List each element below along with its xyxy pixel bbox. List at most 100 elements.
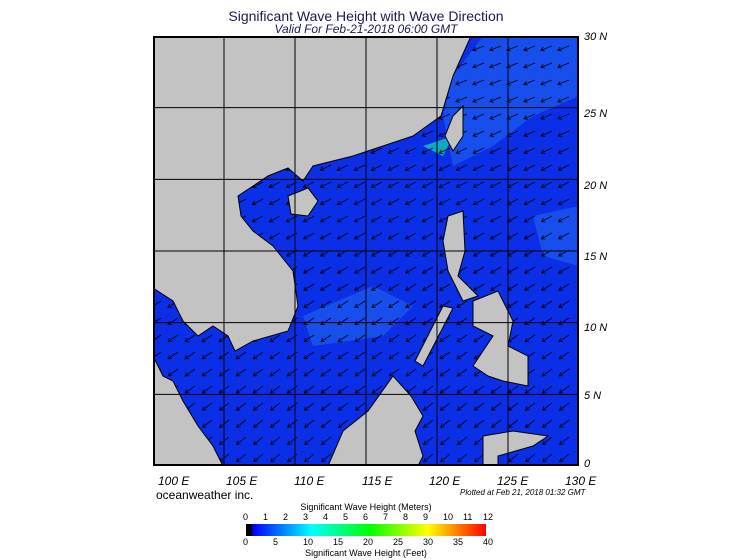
- wave-direction-arrow: [354, 317, 366, 325]
- legend-meters-tick: 4: [323, 512, 329, 522]
- legend-feet-tick: 35: [453, 537, 464, 547]
- wave-direction-arrow: [269, 334, 281, 343]
- wave-direction-arrow: [422, 300, 434, 308]
- wave-direction-arrow: [541, 283, 553, 291]
- wave-direction-arrow: [235, 351, 247, 360]
- wave-direction-arrow: [235, 419, 247, 428]
- legend-meters-title: Significant Wave Height (Meters): [300, 502, 432, 512]
- wave-direction-arrow: [404, 164, 417, 172]
- wave-direction-arrow: [201, 385, 213, 394]
- wave-direction-arrow: [524, 300, 536, 308]
- wave-direction-arrow: [541, 385, 553, 394]
- wave-direction-arrow: [370, 198, 383, 206]
- wave-direction-arrow: [336, 181, 349, 189]
- wave-direction-arrow: [439, 283, 451, 291]
- wave-direction-arrow: [489, 181, 502, 189]
- wave-direction-arrow: [421, 147, 434, 154]
- wave-direction-arrow: [388, 266, 400, 274]
- grid-lines: [153, 36, 579, 466]
- wave-direction-arrow: [541, 351, 553, 360]
- wave-direction-arrow: [439, 334, 451, 343]
- wave-direction-arrow: [252, 385, 264, 394]
- wave-direction-arrow: [319, 164, 332, 172]
- wave-direction-arrow: [439, 351, 451, 360]
- wave-direction-arrow: [353, 198, 366, 206]
- wave-direction-arrow: [541, 300, 553, 308]
- wave-direction-arrow: [354, 266, 366, 274]
- wave-direction-arrow: [457, 453, 468, 463]
- wave-direction-arrow: [557, 232, 570, 240]
- wave-direction-arrow: [388, 334, 400, 343]
- legend-meters-tick: 5: [343, 512, 349, 522]
- wave-direction-arrow: [303, 283, 315, 291]
- wave-direction-arrow: [320, 334, 332, 343]
- wave-direction-arrow: [387, 198, 400, 206]
- legend-feet-tick: 25: [393, 537, 404, 547]
- wave-direction-arrow: [540, 113, 553, 120]
- legend-meters-tick: 11: [463, 512, 473, 522]
- wave-direction-arrow: [320, 419, 332, 428]
- wave-direction-arrow: [540, 181, 553, 189]
- wave-direction-arrow: [557, 113, 570, 120]
- wave-direction-arrow: [201, 402, 213, 411]
- wave-direction-arrow: [253, 436, 264, 445]
- wave-direction-arrow: [558, 351, 570, 360]
- wave-direction-arrow: [353, 215, 366, 223]
- wave-direction-arrow: [523, 215, 536, 223]
- wave-direction-arrow: [387, 164, 400, 172]
- wave-direction-arrow: [422, 368, 434, 377]
- wave-direction-arrow: [336, 232, 349, 240]
- wave-direction-arrow: [541, 402, 553, 411]
- wave-direction-arrow: [523, 164, 536, 172]
- wave-direction-arrow: [405, 317, 417, 325]
- wave-direction-arrow: [541, 266, 553, 274]
- wave-direction-arrow: [540, 215, 553, 223]
- wave-direction-arrow: [337, 317, 349, 325]
- wave-direction-arrow: [167, 351, 179, 360]
- wave-direction-arrow: [506, 113, 519, 120]
- legend-feet-tick: 20: [363, 537, 374, 547]
- lon-label: 120 E: [429, 474, 461, 488]
- wave-direction-arrow: [439, 419, 451, 428]
- wave-direction-arrow: [388, 283, 400, 291]
- wave-direction-arrow: [236, 453, 247, 463]
- wave-direction-arrow: [541, 419, 553, 428]
- legend-meters-tick: 3: [303, 512, 309, 522]
- wave-direction-arrow: [421, 232, 434, 240]
- wave-direction-arrow: [337, 351, 349, 360]
- wave-direction-arrow: [456, 419, 468, 428]
- wave-direction-arrow: [354, 385, 366, 394]
- wave-direction-arrow: [422, 266, 434, 274]
- wave-direction-arrow: [541, 334, 553, 343]
- wave-direction-arrow: [320, 402, 332, 411]
- wave-direction-arrow: [354, 351, 366, 360]
- wave-direction-arrow: [558, 419, 570, 428]
- wave-direction-arrow: [167, 317, 179, 325]
- wave-direction-arrow: [540, 96, 553, 103]
- wave-direction-arrow: [440, 453, 451, 463]
- wave-direction-arrow: [201, 419, 213, 428]
- wave-direction-arrow: [337, 368, 349, 377]
- wave-direction-arrow: [523, 62, 536, 69]
- wave-direction-arrow: [388, 351, 400, 360]
- wave-direction-arrow: [540, 198, 553, 206]
- wave-direction-arrow: [268, 215, 281, 223]
- wave-direction-arrow: [371, 266, 383, 274]
- wave-direction-arrow: [302, 181, 315, 189]
- legend-meters-tick: 8: [403, 512, 409, 522]
- wave-direction-arrow: [456, 402, 468, 411]
- wave-direction-arrow: [235, 402, 247, 411]
- wave-direction-arrow: [438, 198, 451, 206]
- wave-direction-arrow: [473, 402, 485, 411]
- wave-direction-arrow: [523, 130, 536, 137]
- wave-direction-arrow: [235, 385, 247, 394]
- wave-direction-arrow: [473, 283, 485, 291]
- wave-direction-arrow: [542, 436, 553, 445]
- wave-direction-arrow: [523, 198, 536, 206]
- wave-direction-arrow: [490, 266, 502, 274]
- wave-direction-arrow: [472, 198, 485, 206]
- wave-direction-arrow: [270, 436, 281, 445]
- wave-direction-arrow: [489, 198, 502, 206]
- wave-direction-arrow: [557, 181, 570, 189]
- wave-direction-arrow: [354, 334, 366, 343]
